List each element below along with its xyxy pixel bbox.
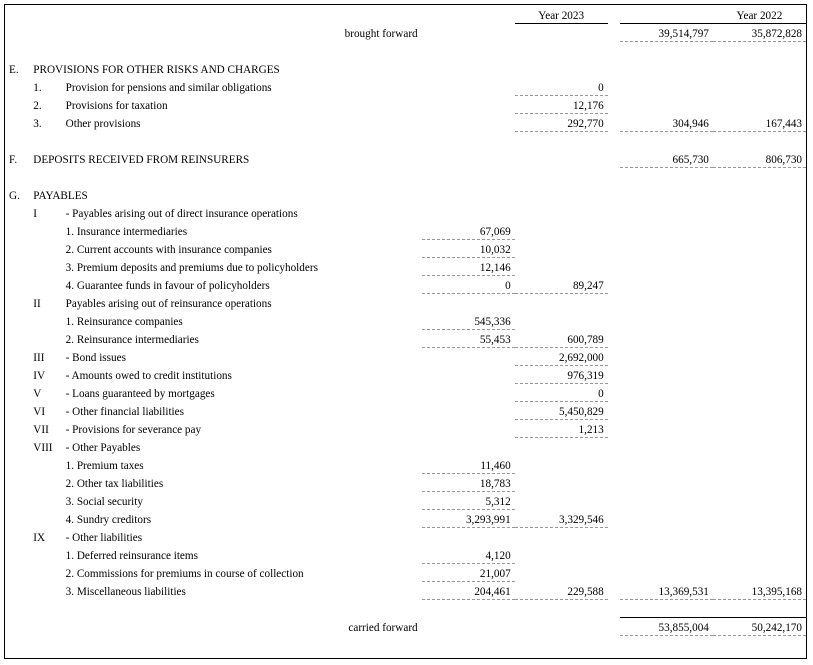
row-E3: 3. Other provisions 292,770 304,946 167,… <box>5 113 806 131</box>
financial-table: Year 2023 Year 2022 brought forward 39,5… <box>5 5 806 636</box>
row-G-I: I - Payables arising out of direct insur… <box>5 203 806 221</box>
mark-E: E. <box>5 59 29 77</box>
row-G-IX-3: 3. Miscellaneous liabilities 204,461 229… <box>5 581 806 599</box>
row-E1: 1. Provision for pensions and similar ob… <box>5 77 806 95</box>
row-G-III: III - Bond issues 2,692,000 <box>5 347 806 365</box>
row-G-IX-2: 2. Commissions for premiums in course of… <box>5 563 806 581</box>
row-G-I-1: 1. Insurance intermediaries 67,069 <box>5 221 806 239</box>
row-E2: 2. Provisions for taxation 12,176 <box>5 95 806 113</box>
header-row: Year 2023 Year 2022 <box>5 5 806 23</box>
row-G-VIII-4: 4. Sundry creditors 3,293,991 3,329,546 <box>5 509 806 527</box>
row-G-I-2: 2. Current accounts with insurance compa… <box>5 239 806 257</box>
bf-2022a: 39,514,797 <box>620 23 713 41</box>
col-year-2022: Year 2022 <box>713 5 806 23</box>
row-G-I-3: 3. Premium deposits and premiums due to … <box>5 257 806 275</box>
carried-forward-label: carried forward <box>62 617 422 635</box>
row-G-VIII-1: 1. Premium taxes 11,460 <box>5 455 806 473</box>
balance-sheet-extract: Year 2023 Year 2022 brought forward 39,5… <box>4 4 807 659</box>
row-G-II-2: 2. Reinsurance intermediaries 55,453 600… <box>5 329 806 347</box>
mark-G: G. <box>5 185 29 203</box>
cf-v4: 50,242,170 <box>713 617 806 635</box>
title-G: PAYABLES <box>29 185 421 203</box>
col-year-2023: Year 2023 <box>515 5 608 23</box>
row-G-II-1: 1. Reinsurance companies 545,336 <box>5 311 806 329</box>
mark-F: F. <box>5 149 29 167</box>
carried-forward-row: carried forward 53,855,004 50,242,170 <box>5 617 806 635</box>
brought-forward-row: brought forward 39,514,797 35,872,828 <box>5 23 806 41</box>
brought-forward-label: brought forward <box>62 23 422 41</box>
row-G-V: V - Loans guaranteed by mortgages 0 <box>5 383 806 401</box>
row-G-I-4: 4. Guarantee funds in favour of policyho… <box>5 275 806 293</box>
row-G-II: II Payables arising out of reinsurance o… <box>5 293 806 311</box>
row-G-VIII-3: 3. Social security 5,312 <box>5 491 806 509</box>
row-G-VI: VI - Other financial liabilities 5,450,8… <box>5 401 806 419</box>
cf-v3: 53,855,004 <box>620 617 713 635</box>
bf-2022b: 35,872,828 <box>713 23 806 41</box>
section-G-title: G. PAYABLES <box>5 185 806 203</box>
title-E: PROVISIONS FOR OTHER RISKS AND CHARGES <box>29 59 421 77</box>
row-G-IV: IV - Amounts owed to credit institutions… <box>5 365 806 383</box>
row-G-VIII-2: 2. Other tax liabilities 18,783 <box>5 473 806 491</box>
row-G-VIII: VIII - Other Payables <box>5 437 806 455</box>
title-F: DEPOSITS RECEIVED FROM REINSURERS <box>29 149 421 167</box>
row-G-VII: VII - Provisions for severance pay 1,213 <box>5 419 806 437</box>
section-E-title: E. PROVISIONS FOR OTHER RISKS AND CHARGE… <box>5 59 806 77</box>
section-F: F. DEPOSITS RECEIVED FROM REINSURERS 665… <box>5 149 806 167</box>
row-G-IX: IX - Other liabilities <box>5 527 806 545</box>
row-G-IX-1: 1. Deferred reinsurance items 4,120 <box>5 545 806 563</box>
